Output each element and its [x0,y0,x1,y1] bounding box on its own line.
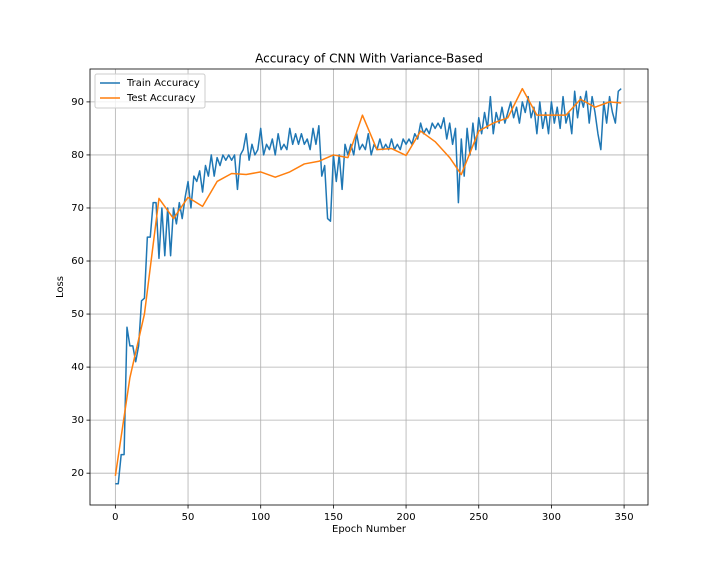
data-line [115,88,622,485]
ticks: 0 50 100 150 200 250 300 350 20 30 40 50 60 70 80 90 [71,97,633,523]
data-line [114,87,622,476]
y-tick-label: 90 [71,97,84,108]
y-tick-label: 70 [71,203,84,214]
plot [114,87,622,485]
chart-title: Accuracy of CNN With Variance-Based [255,52,483,66]
legend: Train Accuracy Test Accuracy [94,73,206,109]
y-axis-label: Loss [55,276,66,298]
y-tick-label: 60 [71,256,84,267]
grid [90,69,648,505]
x-axis-label: Epoch Number [332,524,407,535]
x-tick-label: 300 [542,512,561,523]
legend-box [94,73,206,109]
x-tick-label: 0 [112,512,118,523]
y-tick-label: 40 [71,362,84,373]
x-tick-label: 250 [469,512,488,523]
legend-label: Train Accuracy [126,78,200,89]
x-tick-label: 150 [324,512,343,523]
x-tick-label: 50 [182,512,195,523]
y-tick-label: 80 [71,150,84,161]
x-tick-label: 350 [615,512,634,523]
y-tick-label: 50 [71,309,84,320]
x-tick-label: 200 [397,512,416,523]
axes-frame [89,68,649,506]
x-tick-label: 100 [251,512,270,523]
legend-label: Test Accuracy [126,93,196,104]
y-tick-label: 30 [71,415,84,426]
y-tick-label: 20 [71,468,84,479]
